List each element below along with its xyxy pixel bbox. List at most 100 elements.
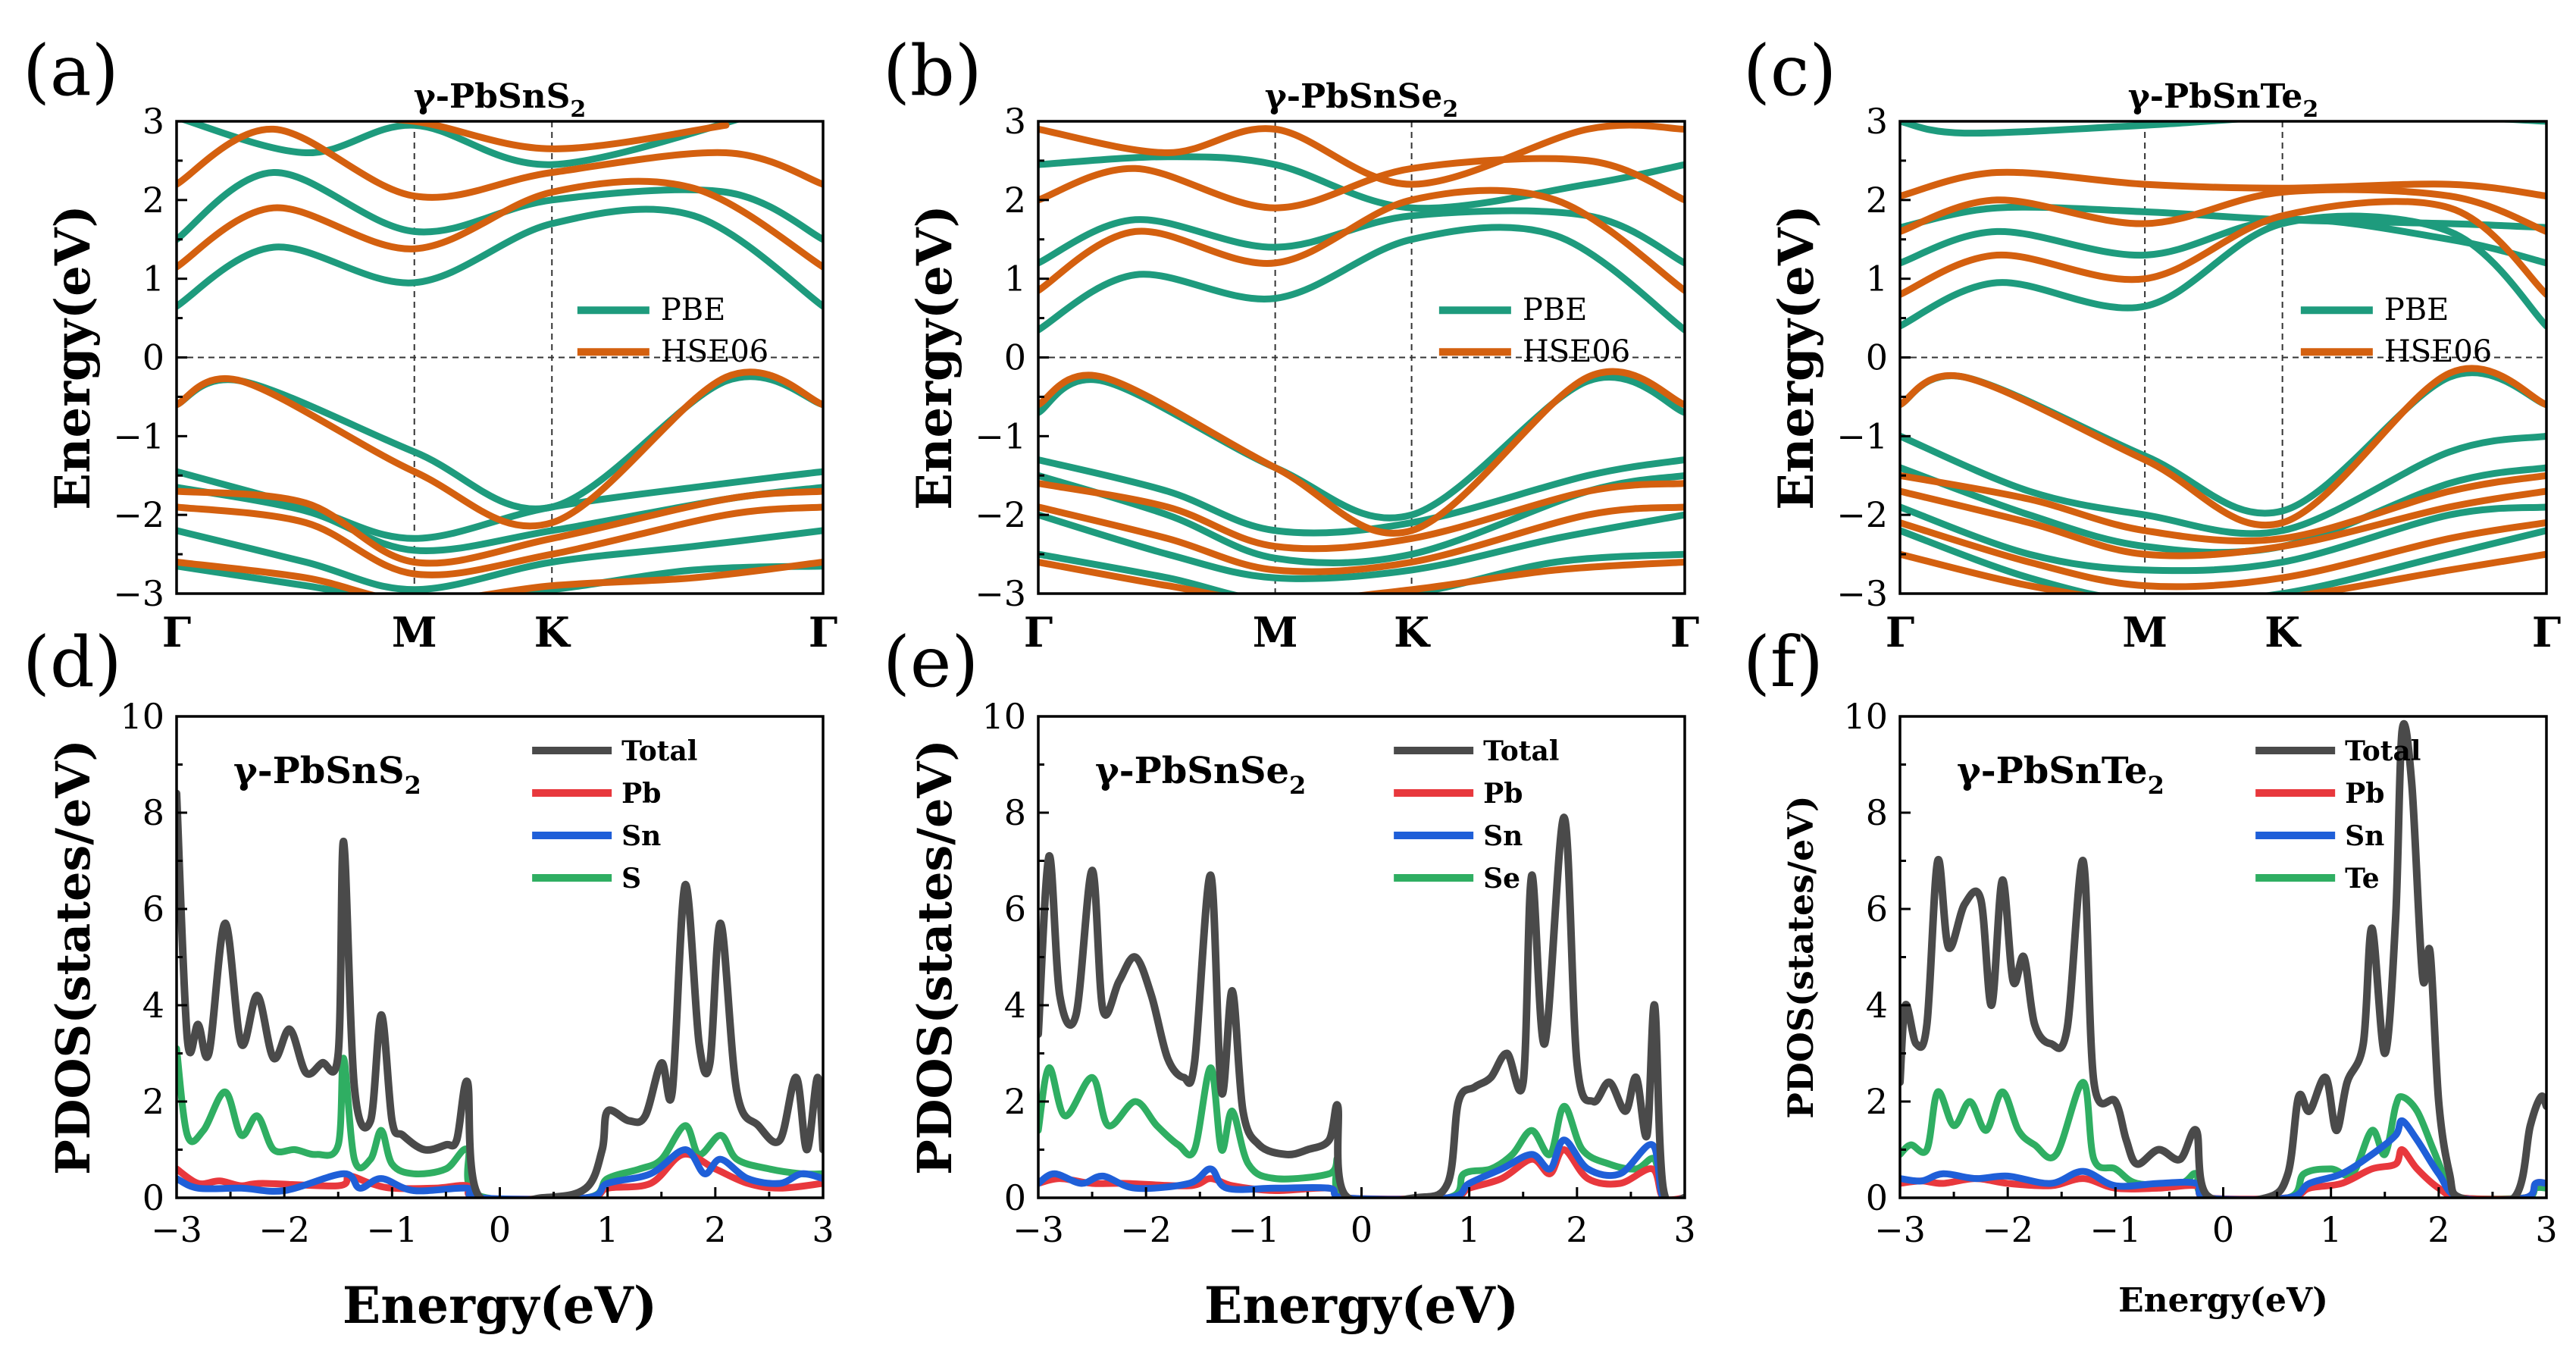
band-hse06-5	[1038, 503, 1685, 575]
x-tick-label: −1	[2089, 1209, 2141, 1250]
band-hse06-5	[1900, 487, 2546, 559]
kpoint-label: K	[534, 608, 571, 657]
title-sub: 2	[1289, 771, 1306, 800]
y-tick-label: 0	[1004, 1177, 1026, 1218]
x-tick-label: 0	[1351, 1209, 1373, 1250]
y-tick-label: 4	[1866, 985, 1888, 1026]
legend-label: Sn	[621, 820, 661, 852]
band-hse06-5	[177, 503, 823, 578]
legend-label: HSE06	[2384, 334, 2492, 369]
plot-area-d	[177, 789, 823, 1198]
y-axis-label: Energy(eV)	[45, 205, 102, 510]
band-hse06-2	[1038, 121, 1685, 188]
title-main: γ-PbSnTe	[2128, 77, 2303, 116]
plot-area-f	[1900, 719, 2546, 1198]
y-tick-label: 2	[142, 180, 164, 221]
band-hse06-0	[1038, 186, 1685, 294]
x-tick-label: −2	[1982, 1209, 2033, 1250]
y-axis-label: Energy(eV)	[1768, 205, 1825, 510]
plot-area-a	[177, 121, 823, 594]
y-tick-label: 6	[1866, 888, 1888, 929]
x-tick-label: 2	[2427, 1209, 2449, 1250]
legend-label: Sn	[1483, 820, 1523, 852]
y-tick-label: 3	[1866, 101, 1888, 142]
panel-label: (a)	[23, 30, 119, 111]
x-tick-label: −3	[1874, 1209, 1926, 1250]
y-tick-label: 6	[142, 888, 164, 929]
legend-label: Pb	[621, 778, 661, 810]
legend-label: Total	[621, 735, 697, 767]
x-tick-label: 1	[596, 1209, 618, 1250]
band-hse06-3	[177, 368, 823, 530]
legend-label: Total	[2345, 735, 2421, 767]
panel-label: (b)	[883, 30, 982, 111]
y-tick-label: 2	[1866, 180, 1888, 221]
pdos-curve-pb	[1038, 1146, 1685, 1198]
band-pbe-0	[177, 205, 823, 310]
pdos-curve-s	[177, 1045, 823, 1198]
chart-title: γ-PbSnSe2	[1095, 750, 1306, 800]
pdos-curve-total	[177, 789, 823, 1198]
y-tick-label: −2	[1836, 494, 1888, 535]
y-tick-label: 8	[1004, 792, 1026, 833]
y-tick-label: 1	[1004, 259, 1026, 299]
title-main: γ-PbSnS	[414, 77, 571, 116]
y-tick-label: −3	[113, 573, 164, 614]
band-pbe-7	[177, 563, 823, 594]
panel-label: (f)	[1743, 622, 1823, 703]
y-tick-label: 10	[981, 696, 1026, 737]
band-pbe-6	[177, 527, 823, 594]
y-tick-label: 10	[120, 696, 164, 737]
x-tick-label: 2	[1566, 1209, 1588, 1250]
band-hse06-6	[177, 559, 823, 594]
band-hse06-1	[1038, 155, 1685, 212]
band-pbe-6	[1038, 511, 1685, 582]
x-tick-label: −1	[1228, 1209, 1279, 1250]
kpoint-label: Γ	[162, 608, 191, 657]
legend-label: Pb	[1483, 778, 1523, 810]
y-axis-label: Energy(eV)	[906, 205, 963, 510]
band-pbe-1	[1900, 215, 2546, 267]
band-hse06-4	[1038, 480, 1685, 553]
title-main: γ-PbSnSe	[1095, 750, 1289, 792]
x-axis-label: Energy(eV)	[1204, 1276, 1519, 1335]
kpoint-label: Γ	[1024, 608, 1053, 657]
title-sub: 2	[2148, 771, 2164, 800]
kpoint-label: K	[2265, 608, 2302, 657]
pdos-curve-se	[1038, 1064, 1685, 1198]
legend-label: S	[621, 863, 641, 895]
legend-label: HSE06	[661, 334, 768, 369]
y-tick-label: −2	[113, 494, 164, 535]
chart-title: γ-PbSnS2	[233, 750, 421, 800]
legend-label: HSE06	[1523, 334, 1630, 369]
band-hse06-1	[177, 125, 823, 201]
band-pbe-7	[1038, 550, 1685, 594]
band-hse06-3	[1900, 365, 2546, 529]
pdos-curve-pb	[1900, 1146, 2546, 1198]
band-pbe-4	[1038, 456, 1685, 537]
band-hse06-4	[177, 487, 823, 567]
x-tick-label: −3	[1013, 1209, 1064, 1250]
y-tick-label: −3	[975, 573, 1026, 614]
kpoint-label: M	[1253, 608, 1298, 657]
y-tick-label: −1	[113, 415, 164, 456]
chart-title: γ-PbSnS2	[414, 77, 587, 123]
y-tick-label: 0	[1004, 337, 1026, 378]
plot-area-c	[1900, 121, 2546, 594]
y-tick-label: 0	[1866, 337, 1888, 378]
plot-area-b	[1038, 121, 1685, 594]
x-tick-label: 1	[1458, 1209, 1480, 1250]
legend-label: Pb	[2345, 778, 2384, 810]
y-tick-label: 1	[1866, 259, 1888, 299]
x-tick-label: 3	[1673, 1209, 1695, 1250]
legend-label: Total	[1483, 735, 1559, 767]
pdos-curve-total	[1900, 719, 2546, 1198]
band-hse06-1	[1900, 186, 2546, 235]
band-pbe-3	[1038, 373, 1685, 522]
y-tick-label: 4	[142, 985, 164, 1026]
legend-label: PBE	[2384, 293, 2449, 327]
panel-label: (d)	[23, 622, 122, 703]
band-pbe-5	[1900, 432, 2546, 537]
x-tick-label: −2	[258, 1209, 310, 1250]
